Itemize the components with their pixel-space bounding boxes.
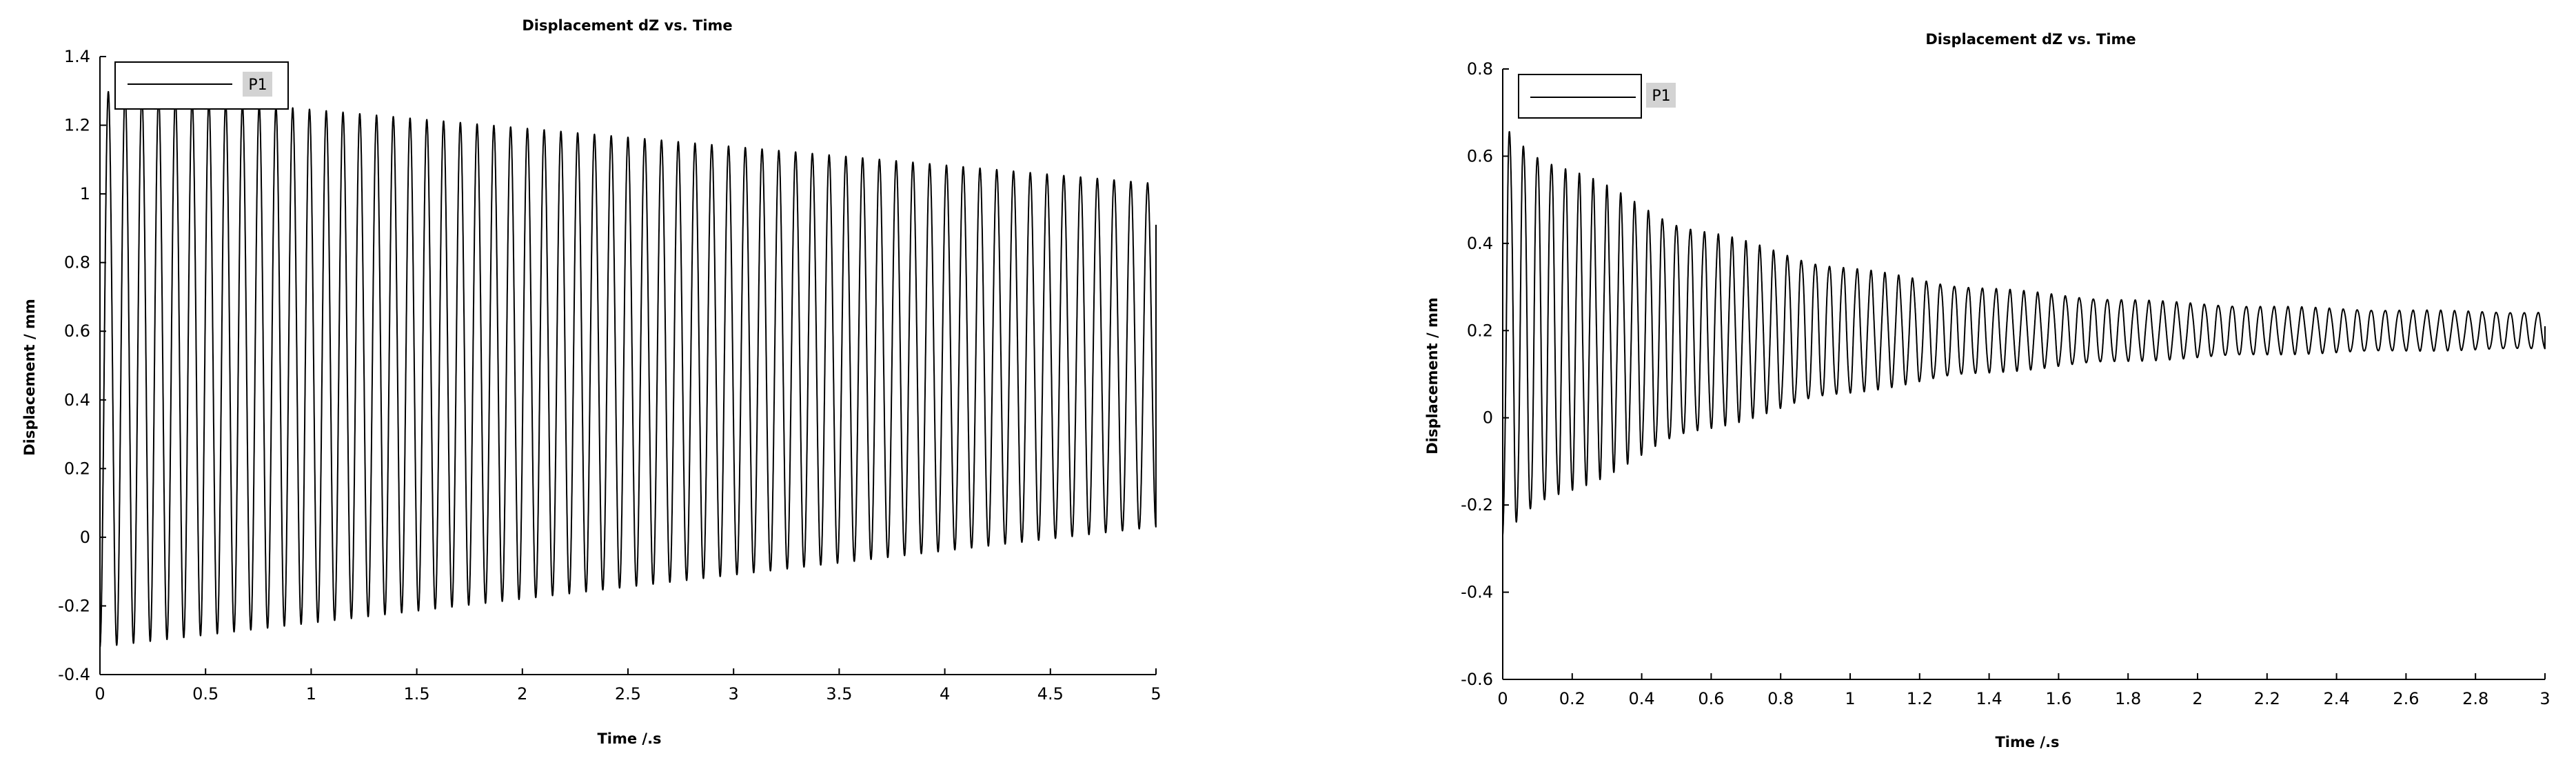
chart-1-y-tick-label: 1.4	[64, 47, 90, 66]
chart-1-y-tick-label: 0.4	[64, 390, 90, 410]
chart-1: Displacement dZ vs. Time Displacement / …	[21, 17, 1162, 747]
chart-2-x-tick-label: 1	[1845, 689, 1855, 708]
chart-1-x-tick-label: 0	[94, 684, 105, 704]
chart-1-x-tick-label: 4.5	[1037, 684, 1064, 704]
chart-1-y-tick-label: 1	[80, 184, 90, 203]
chart-1-x-tick-label: 0.5	[192, 684, 219, 704]
chart-1-x-tick-label: 3.5	[826, 684, 852, 704]
chart-2-x-tick-label: 1.4	[1976, 689, 2002, 708]
chart-1-x-tick-label: 3	[729, 684, 739, 704]
chart-2-x-tick-label: 1.6	[2045, 689, 2071, 708]
chart-2-series-line	[1502, 130, 2546, 536]
chart-2-x-tick-label: 0.6	[1698, 689, 1724, 708]
chart-1-legend-label-bg	[243, 72, 272, 97]
chart-2-y-tick-label: 0.6	[1467, 146, 1493, 166]
chart-1-x-tick-label: 1	[306, 684, 316, 704]
chart-1-y-tick-label: -0.4	[58, 665, 90, 684]
chart-1-y-tick-label: 1.2	[64, 116, 90, 135]
chart-2-x-tick-label: 0.4	[1629, 689, 1655, 708]
chart-2-series-P1	[1502, 130, 2546, 536]
chart-2: Displacement dZ vs. Time Displacement / …	[1424, 31, 2550, 750]
chart-1-x-tick-label: 2.5	[615, 684, 641, 704]
chart-2-y-tick-label: 0.8	[1467, 59, 1493, 79]
chart-1-x-tick-label: 1.5	[404, 684, 430, 704]
chart-2-y-ticks: -0.6 -0.4 -0.2 0 0.2 0.4 0.6 0.8	[1461, 59, 1509, 689]
chart-1-x-tick-label: 2	[517, 684, 527, 704]
chart-1-x-axis-label: Time /.s	[597, 730, 661, 747]
chart-2-legend-label-bg	[1646, 83, 1676, 108]
chart-2-y-tick-label: -0.6	[1461, 670, 1493, 689]
chart-2-y-tick-label: -0.4	[1461, 583, 1493, 602]
chart-2-title: Displacement dZ vs. Time	[1925, 31, 2136, 48]
chart-2-axes	[1502, 69, 2545, 680]
chart-1-x-ticks: 0 0.5 1 1.5 2 2.5 3 3.5 4 4.5 5	[94, 668, 1162, 704]
chart-1-series-line	[99, 90, 1157, 648]
chart-1-x-tick-label: 5	[1150, 684, 1161, 704]
chart-2-x-axis-label: Time /.s	[1995, 734, 2059, 750]
chart-2-y-tick-label: 0.2	[1467, 321, 1493, 340]
chart-2-x-tick-label: 0.2	[1559, 689, 1585, 708]
chart-1-title: Displacement dZ vs. Time	[522, 17, 732, 34]
chart-1-y-axis-label: Displacement / mm	[21, 299, 38, 455]
chart-2-x-tick-label: 2.8	[2462, 689, 2488, 708]
chart-1-x-tick-label: 4	[940, 684, 950, 704]
chart-1-y-tick-label: -0.2	[58, 596, 90, 615]
chart-2-legend-label: P1	[1652, 88, 1670, 105]
chart-2-legend: P1	[1518, 74, 1676, 119]
chart-1-legend: P1	[114, 61, 289, 110]
chart-2-x-tick-label: 0.8	[1767, 689, 1794, 708]
chart-1-y-ticks: -0.4 -0.2 0 0.2 0.4 0.6 0.8 1 1.2 1.4	[58, 47, 106, 684]
chart-2-x-tick-label: 1.2	[1907, 689, 1933, 708]
chart-2-x-ticks: 0 0.2 0.4 0.6 0.8 1 1.2 1.4 1.6 1.8 2 2.2 2.4 2.6 2.8 3	[1497, 673, 2550, 708]
chart-2-x-tick-label: 0	[1497, 689, 1508, 708]
chart-2-y-axis-label: Displacement / mm	[1424, 297, 1441, 454]
chart-2-x-tick-label: 2.4	[2324, 689, 2350, 708]
chart-1-legend-label: P1	[248, 77, 267, 94]
chart-2-x-tick-label: 2.2	[2254, 689, 2280, 708]
chart-1-y-tick-label: 0.2	[64, 459, 90, 478]
chart-1-series-P1	[99, 90, 1157, 648]
chart-2-x-tick-label: 2.6	[2393, 689, 2419, 708]
chart-2-y-tick-label: -0.2	[1461, 495, 1493, 515]
chart-1-y-tick-label: 0	[80, 528, 90, 547]
chart-2-legend-box	[1518, 74, 1642, 119]
chart-2-y-tick-label: 0.4	[1467, 234, 1493, 253]
chart-1-y-tick-label: 0.8	[64, 253, 90, 272]
chart-1-y-tick-label: 0.6	[64, 321, 90, 341]
chart-2-y-tick-label: 0	[1483, 408, 1493, 428]
chart-2-x-tick-label: 3	[2539, 689, 2550, 708]
chart-2-x-tick-label: 1.8	[2115, 689, 2141, 708]
chart-2-x-tick-label: 2	[2192, 689, 2202, 708]
chart-1-axes	[99, 57, 1156, 675]
